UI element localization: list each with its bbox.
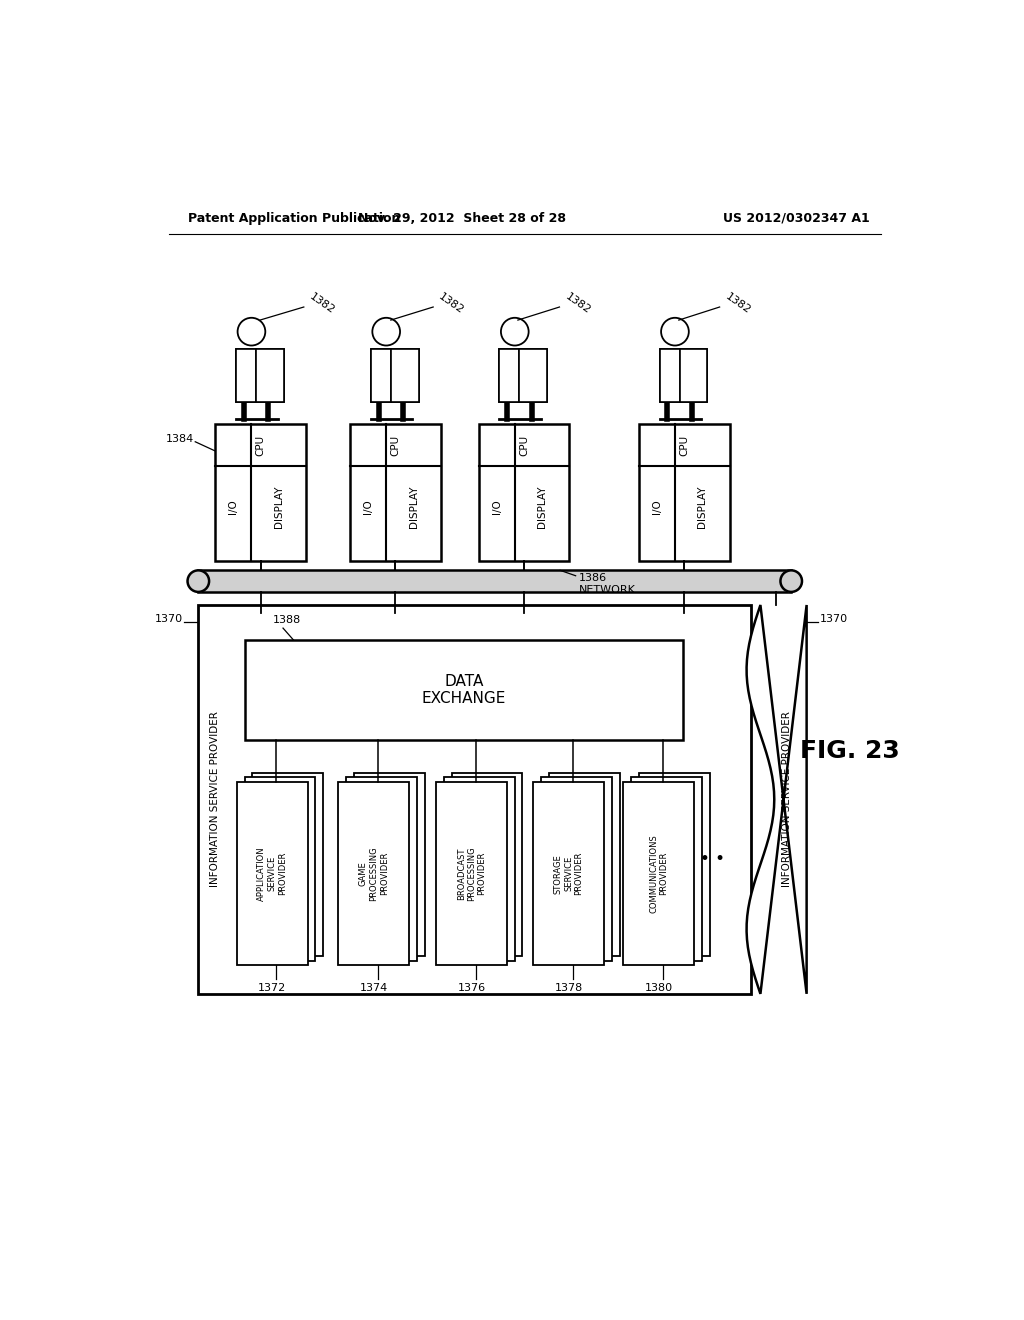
Bar [549, 774, 620, 956]
Circle shape [187, 570, 209, 591]
Bar [350, 424, 441, 561]
Text: DISPLAY: DISPLAY [273, 484, 284, 528]
Text: 1384: 1384 [166, 434, 194, 445]
Bar [444, 777, 515, 961]
Bar [245, 777, 315, 961]
Bar [237, 348, 284, 403]
Text: INFORMATION SERVICE PROVIDER: INFORMATION SERVICE PROVIDER [782, 711, 793, 887]
Bar [237, 348, 256, 403]
Text: I/O: I/O [228, 499, 239, 513]
Text: I/O: I/O [364, 499, 373, 513]
Bar [199, 605, 752, 994]
Text: CPU: CPU [519, 434, 529, 455]
Bar [624, 781, 694, 965]
Bar [436, 781, 507, 965]
Bar [199, 570, 792, 591]
Text: DISPLAY: DISPLAY [697, 484, 708, 528]
Text: CPU: CPU [679, 434, 689, 455]
Text: 1382: 1382 [563, 290, 592, 315]
Text: NETWORK: NETWORK [579, 585, 636, 594]
Bar [478, 424, 569, 561]
Text: DISPLAY: DISPLAY [409, 484, 419, 528]
Bar [371, 348, 391, 403]
Text: 1376: 1376 [458, 983, 485, 994]
Bar [500, 348, 519, 403]
Text: 1382: 1382 [437, 290, 466, 315]
Bar [659, 348, 708, 403]
Text: I/O: I/O [492, 499, 502, 513]
Text: BROADCAST
PROCESSING
PROVIDER: BROADCAST PROCESSING PROVIDER [457, 846, 486, 902]
Bar [500, 348, 547, 403]
Text: 1370: 1370 [155, 614, 183, 624]
Circle shape [780, 570, 802, 591]
Text: INFORMATION SERVICE PROVIDER: INFORMATION SERVICE PROVIDER [210, 711, 220, 887]
Bar [256, 348, 284, 403]
Text: FIG. 23: FIG. 23 [801, 739, 900, 763]
Text: 1388: 1388 [273, 615, 301, 626]
Bar [519, 348, 547, 403]
Text: • •: • • [700, 850, 725, 869]
Bar [391, 348, 419, 403]
Bar [680, 348, 708, 403]
Bar [346, 777, 417, 961]
Text: 1380: 1380 [645, 983, 673, 994]
Bar [631, 777, 701, 961]
Text: 1370: 1370 [819, 614, 848, 624]
Text: I/O: I/O [652, 499, 662, 513]
Text: APPLICATION
SERVICE
PROVIDER: APPLICATION SERVICE PROVIDER [257, 846, 287, 902]
Text: DISPLAY: DISPLAY [538, 484, 547, 528]
Text: Nov. 29, 2012  Sheet 28 of 28: Nov. 29, 2012 Sheet 28 of 28 [357, 213, 565, 224]
Text: 1378: 1378 [555, 983, 583, 994]
Bar [639, 774, 710, 956]
Bar [237, 781, 307, 965]
Text: 1386: 1386 [579, 573, 607, 583]
Text: 1372: 1372 [258, 983, 287, 994]
Text: US 2012/0302347 A1: US 2012/0302347 A1 [723, 213, 869, 224]
Text: GAME
PROCESSING
PROVIDER: GAME PROCESSING PROVIDER [359, 846, 389, 902]
Bar [252, 774, 323, 956]
Bar [534, 781, 604, 965]
Text: DATA
EXCHANGE: DATA EXCHANGE [422, 673, 506, 706]
Bar [215, 424, 306, 561]
Text: 1382: 1382 [307, 290, 337, 315]
Text: Patent Application Publication: Patent Application Publication [188, 213, 400, 224]
Bar [339, 781, 410, 965]
Text: CPU: CPU [256, 434, 265, 455]
Text: 1382: 1382 [724, 290, 753, 315]
Text: STORAGE
SERVICE
PROVIDER: STORAGE SERVICE PROVIDER [554, 851, 584, 895]
Bar [452, 774, 522, 956]
Text: COMMUNICATIONS
PROVIDER: COMMUNICATIONS PROVIDER [649, 834, 669, 913]
Text: CPU: CPU [390, 434, 400, 455]
Bar [354, 774, 425, 956]
Bar [541, 777, 611, 961]
Bar [639, 424, 730, 561]
Polygon shape [746, 605, 807, 994]
Text: 1374: 1374 [359, 983, 388, 994]
Bar [245, 640, 683, 739]
Bar [659, 348, 680, 403]
Bar [371, 348, 419, 403]
